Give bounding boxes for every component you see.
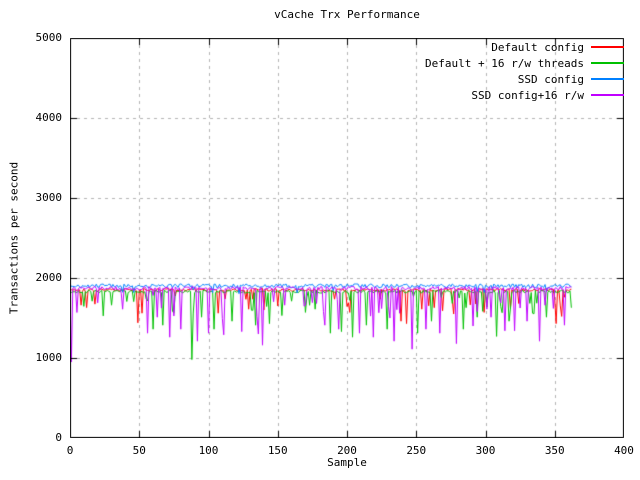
x-tick-label: 100 — [198, 444, 219, 457]
x-tick-label: 150 — [267, 444, 288, 457]
chart-title: vCache Trx Performance — [274, 8, 420, 21]
x-axis-label: Sample — [327, 456, 367, 469]
x-tick-label: 250 — [406, 444, 427, 457]
legend-label: Default config — [491, 40, 584, 54]
y-tick-label: 5000 — [35, 31, 63, 44]
legend-label: SSD config+16 r/w — [471, 88, 584, 102]
legend-item: SSD config — [425, 71, 624, 87]
y-tick-label: 2000 — [35, 271, 63, 284]
y-axis-label: Transactions per second — [7, 161, 21, 315]
y-tick-label: 1000 — [35, 351, 63, 364]
x-tick-label: 0 — [66, 444, 74, 457]
plot-area — [70, 38, 624, 438]
legend-line-sample — [591, 78, 624, 80]
y-tick-label: 4000 — [35, 111, 63, 124]
legend-line-sample — [591, 94, 624, 96]
legend-label: Default + 16 r/w threads — [425, 56, 584, 70]
legend-item: Default config — [425, 39, 624, 55]
legend: Default config Default + 16 r/w threads … — [425, 39, 624, 103]
x-tick-label: 50 — [132, 444, 146, 457]
legend-line-sample — [591, 46, 624, 48]
x-tick-label: 300 — [475, 444, 496, 457]
x-tick-label: 350 — [544, 444, 565, 457]
legend-label: SSD config — [517, 72, 584, 86]
legend-line-sample — [591, 62, 624, 64]
y-tick-label: 3000 — [35, 191, 63, 204]
legend-item: Default + 16 r/w threads — [425, 55, 624, 71]
x-tick-label: 200 — [337, 444, 357, 457]
y-tick-label: 0 — [55, 431, 62, 444]
x-tick-label: 400 — [614, 444, 634, 457]
legend-item: SSD config+16 r/w — [425, 87, 624, 103]
